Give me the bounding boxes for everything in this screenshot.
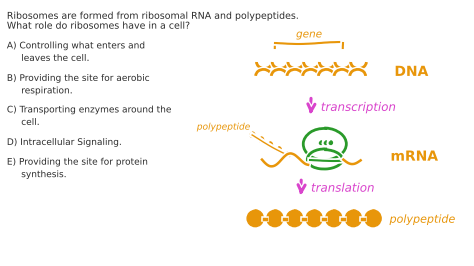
Circle shape [364, 210, 382, 228]
Text: What role do ribosomes have in a cell?: What role do ribosomes have in a cell? [7, 22, 191, 31]
Text: A) Controlling what enters and
     leaves the cell.: A) Controlling what enters and leaves th… [7, 41, 146, 63]
Circle shape [267, 142, 273, 148]
Circle shape [266, 210, 283, 228]
Circle shape [325, 210, 342, 228]
Text: translation: translation [311, 182, 374, 195]
Circle shape [284, 152, 291, 158]
Circle shape [328, 141, 333, 145]
Text: DNA: DNA [394, 65, 428, 79]
Circle shape [345, 210, 362, 228]
Text: gene: gene [296, 29, 322, 39]
Text: E) Providing the site for protein
     synthesis.: E) Providing the site for protein synthe… [7, 158, 149, 179]
Circle shape [258, 137, 264, 143]
Circle shape [319, 141, 323, 145]
Text: transcription: transcription [321, 101, 396, 114]
Circle shape [249, 132, 255, 138]
Text: Ribosomes are formed from ribosomal RNA and polypeptides.: Ribosomes are formed from ribosomal RNA … [7, 12, 301, 21]
Text: C) Transporting enzymes around the
     cell.: C) Transporting enzymes around the cell. [7, 105, 172, 127]
Circle shape [276, 147, 282, 153]
Circle shape [324, 141, 328, 145]
Text: mRNA: mRNA [391, 150, 438, 164]
Circle shape [285, 210, 303, 228]
Text: polypeptide: polypeptide [197, 123, 250, 132]
Text: D) Intracellular Signaling.: D) Intracellular Signaling. [7, 138, 123, 147]
Text: polypeptide: polypeptide [390, 215, 456, 225]
Text: B) Providing the site for aerobic
     respiration.: B) Providing the site for aerobic respir… [7, 74, 150, 95]
Circle shape [246, 210, 264, 228]
Circle shape [305, 210, 323, 228]
